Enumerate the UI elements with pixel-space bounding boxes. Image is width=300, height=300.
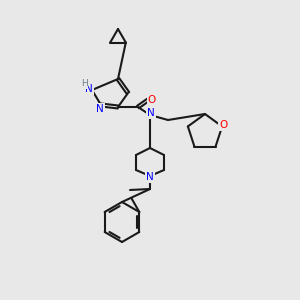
Text: N: N [96, 104, 104, 114]
Text: N: N [147, 108, 155, 118]
Text: N: N [85, 84, 93, 94]
Text: O: O [148, 95, 156, 105]
Text: H: H [81, 80, 87, 88]
Text: O: O [219, 120, 227, 130]
Text: N: N [146, 172, 154, 182]
